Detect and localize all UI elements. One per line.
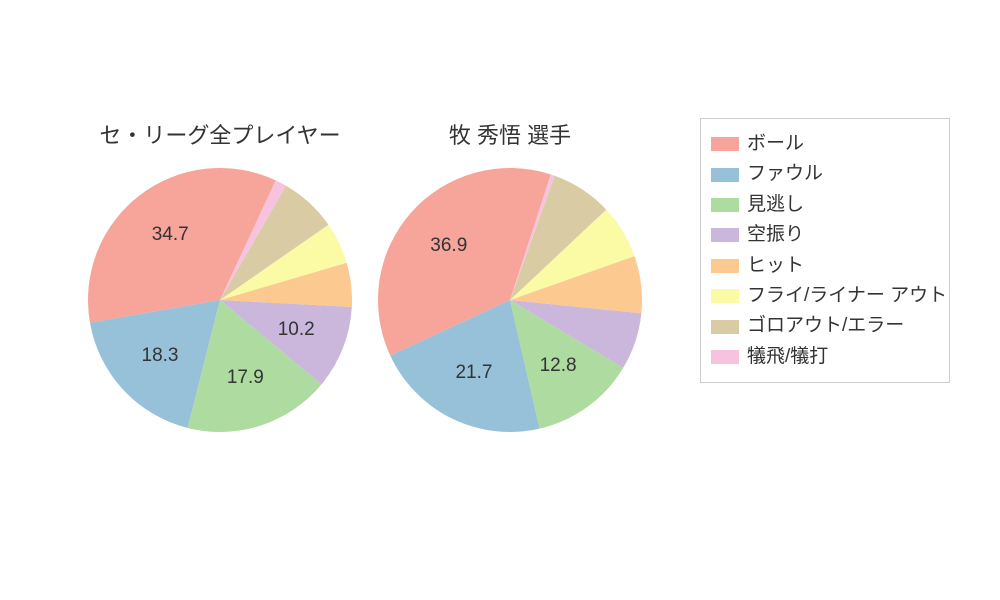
legend-swatch-sac [711, 350, 739, 364]
legend-item-fly_out: フライ/ライナー アウト [711, 281, 935, 311]
legend-item-swing_miss: 空振り [711, 220, 935, 250]
chart-stage: セ・リーグ全プレイヤー34.718.317.910.2牧 秀悟 選手36.921… [0, 0, 1000, 600]
pie-player [378, 168, 642, 432]
legend-label-fly_out: フライ/ライナー アウト [747, 281, 947, 311]
legend: ボールファウル見逃し空振りヒットフライ/ライナー アウトゴロアウト/エラー犠飛/… [700, 118, 950, 383]
legend-label-hit: ヒット [747, 251, 804, 281]
legend-label-sac: 犠飛/犠打 [747, 342, 828, 372]
legend-label-look: 見逃し [747, 190, 804, 220]
legend-item-ground_out: ゴロアウト/エラー [711, 311, 935, 341]
pie-league [88, 168, 352, 432]
legend-swatch-ground_out [711, 320, 739, 334]
legend-swatch-swing_miss [711, 228, 739, 242]
legend-label-foul: ファウル [747, 159, 823, 189]
legend-swatch-foul [711, 168, 739, 182]
legend-item-foul: ファウル [711, 159, 935, 189]
legend-label-ball: ボール [747, 129, 804, 159]
legend-label-ground_out: ゴロアウト/エラー [747, 311, 904, 341]
legend-swatch-fly_out [711, 289, 739, 303]
legend-swatch-ball [711, 137, 739, 151]
pie-title-league: セ・リーグ全プレイヤー [58, 118, 382, 150]
legend-swatch-hit [711, 259, 739, 273]
legend-swatch-look [711, 198, 739, 212]
legend-item-ball: ボール [711, 129, 935, 159]
legend-item-hit: ヒット [711, 251, 935, 281]
legend-label-swing_miss: 空振り [747, 220, 804, 250]
legend-item-look: 見逃し [711, 190, 935, 220]
pie-title-player: 牧 秀悟 選手 [348, 118, 672, 150]
legend-item-sac: 犠飛/犠打 [711, 342, 935, 372]
